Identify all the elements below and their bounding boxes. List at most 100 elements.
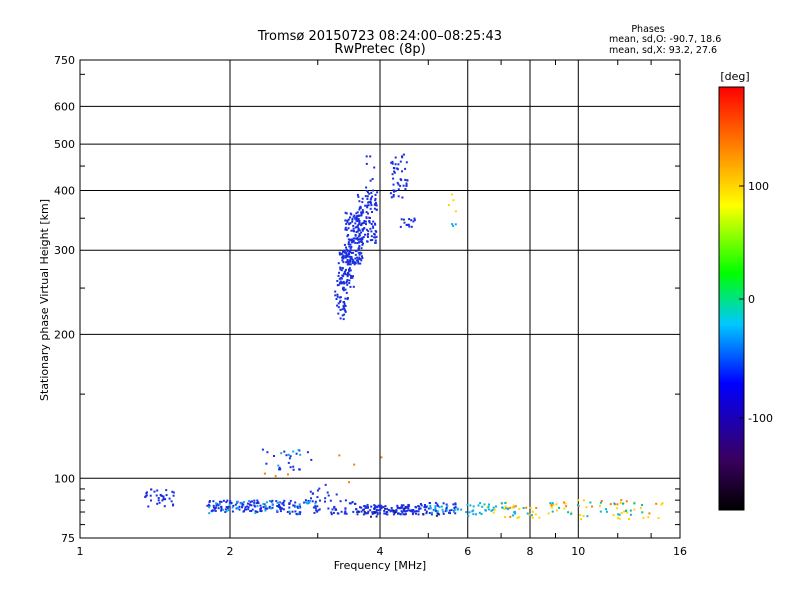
data-point	[292, 468, 295, 471]
data-point	[324, 483, 327, 486]
data-point	[555, 503, 558, 506]
data-point	[360, 222, 363, 225]
data-point	[355, 212, 358, 215]
data-point	[262, 506, 265, 509]
data-point	[343, 249, 345, 252]
stats-line-o: mean, sd,O: -90.7, 18.6	[609, 34, 721, 45]
data-point	[340, 282, 343, 285]
data-point	[528, 513, 531, 516]
data-point	[341, 308, 344, 311]
data-point	[351, 276, 354, 279]
data-point	[348, 270, 351, 273]
data-point	[287, 473, 289, 476]
data-point	[393, 511, 396, 514]
data-point	[420, 504, 423, 507]
data-point	[367, 233, 370, 236]
y-axis-label: Stationary phase Virtual Height [km]	[38, 199, 51, 401]
data-point	[214, 507, 216, 510]
data-point	[534, 513, 537, 516]
data-point	[344, 268, 347, 271]
data-point	[380, 456, 383, 459]
data-point	[360, 214, 363, 217]
data-point	[246, 505, 248, 508]
data-point	[347, 238, 350, 241]
data-point	[370, 197, 373, 200]
data-point	[360, 211, 363, 214]
data-point	[375, 515, 378, 518]
data-point	[405, 224, 408, 226]
data-point	[342, 305, 345, 308]
data-point	[599, 504, 601, 507]
data-point	[353, 263, 356, 266]
data-point	[609, 503, 612, 506]
data-point	[369, 155, 372, 158]
data-point	[344, 226, 347, 229]
data-point	[163, 505, 166, 508]
data-point	[146, 491, 148, 494]
data-point	[262, 503, 265, 505]
data-point	[409, 509, 412, 512]
data-point	[297, 512, 300, 515]
data-point	[396, 504, 399, 507]
data-point	[314, 505, 317, 508]
data-point	[348, 255, 351, 258]
data-point	[172, 504, 174, 507]
data-point	[483, 503, 486, 506]
data-point	[352, 275, 354, 278]
data-point	[359, 258, 362, 261]
data-point	[295, 452, 298, 455]
data-point	[586, 515, 589, 518]
data-point	[358, 223, 361, 225]
data-point	[357, 258, 360, 261]
data-point	[415, 512, 417, 515]
data-point	[454, 506, 457, 509]
x-tick-label: 1	[77, 545, 84, 558]
data-point	[465, 511, 468, 514]
data-point	[484, 509, 487, 512]
data-point	[434, 501, 437, 504]
data-point	[214, 509, 217, 512]
data-point	[359, 506, 361, 509]
data-point	[344, 310, 347, 313]
data-point	[347, 227, 350, 230]
data-point	[466, 503, 469, 506]
data-point	[366, 236, 369, 238]
data-point	[357, 228, 360, 231]
data-point	[493, 508, 496, 511]
data-point	[505, 507, 508, 510]
data-point	[417, 505, 420, 508]
data-point	[436, 503, 439, 506]
data-point	[346, 263, 349, 266]
data-point	[339, 317, 342, 320]
data-point	[374, 510, 377, 513]
data-point	[350, 276, 352, 279]
data-point	[238, 505, 241, 508]
data-point	[157, 497, 160, 499]
axis-ticks: 1 2 4 6 8 10 16 75 100 200 300 400 500 600 750	[54, 54, 687, 558]
data-point	[442, 502, 445, 505]
data-point	[348, 251, 351, 254]
data-point	[402, 513, 405, 516]
data-point	[380, 505, 383, 508]
data-point	[366, 197, 369, 200]
data-point	[311, 492, 314, 495]
data-point	[440, 505, 443, 508]
data-point	[358, 200, 361, 203]
data-point	[481, 505, 484, 508]
data-point	[376, 513, 379, 516]
data-point	[344, 499, 347, 502]
data-point	[362, 236, 365, 239]
data-point	[393, 170, 396, 173]
data-point	[405, 505, 408, 508]
data-point	[343, 282, 346, 285]
data-point	[570, 511, 573, 514]
data-point	[425, 505, 428, 508]
data-point	[585, 506, 588, 509]
data-point	[436, 510, 439, 513]
data-point	[339, 299, 342, 302]
data-point	[337, 262, 340, 265]
data-point	[435, 514, 438, 517]
data-point	[376, 191, 379, 194]
data-point	[349, 212, 352, 215]
data-point	[360, 510, 363, 513]
